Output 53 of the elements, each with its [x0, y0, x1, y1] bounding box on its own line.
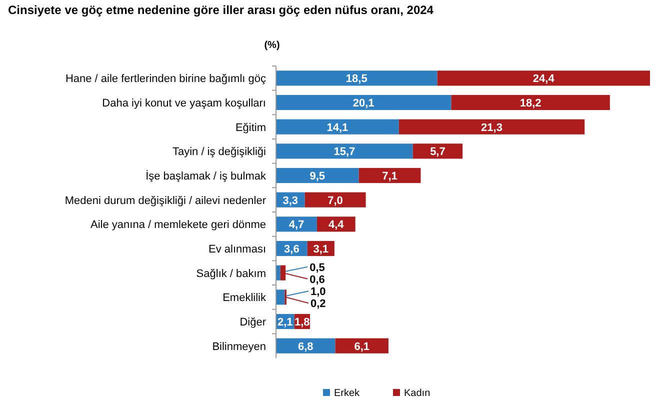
data-label: 6,8	[298, 340, 314, 353]
y-tick-label: Eğitim	[235, 122, 266, 134]
y-tick-label: Ev alınması	[208, 244, 266, 256]
data-label: 6,1	[354, 340, 370, 353]
bar	[276, 144, 413, 159]
data-label: 4,4	[328, 219, 345, 232]
y-tick-label: Medeni durum değişikliği / ailevi nedenler	[64, 194, 266, 207]
y-tick-label: Hane / aile fertlerinden birine bağımlı göç	[65, 73, 266, 86]
y-tick-label: Sağlık / bakım	[196, 268, 266, 280]
text: (%)	[264, 40, 280, 51]
bar	[451, 94, 610, 110]
y-tick-label: Emeklilik	[222, 292, 266, 304]
bar	[335, 338, 388, 354]
data-label: 0,2	[310, 298, 326, 310]
data-label: 9,5	[310, 170, 326, 182]
bar	[398, 119, 585, 134]
legend-label: Kadın	[404, 388, 430, 399]
data-label: 2,1	[278, 316, 293, 328]
bar	[276, 70, 438, 86]
data-label: 0,5	[310, 262, 325, 274]
bar	[276, 168, 359, 184]
bar	[276, 338, 336, 354]
chart-title: Cinsiyete ve göç etme nedenine göre iller arası göç eden nüfus oranı, 2024	[8, 3, 434, 17]
bar	[276, 94, 452, 110]
data-label: 5,7	[430, 146, 446, 158]
y-tick-label: İşe başlamak / iş bulmak	[146, 170, 266, 182]
legend-label: Erkek	[334, 388, 361, 399]
data-label: 14,1	[326, 122, 348, 134]
data-label: 18,5	[346, 73, 368, 86]
y-tick-label: Diğer	[240, 316, 266, 328]
y-tick-label: Bilinmeyen	[212, 340, 266, 353]
data-label: 3,3	[282, 194, 298, 207]
data-label: 18,2	[520, 98, 542, 110]
data-label: 1,0	[310, 286, 326, 298]
data-label: 7,0	[328, 194, 343, 207]
bar	[412, 144, 463, 159]
data-label: 15,7	[334, 146, 356, 158]
bar	[358, 168, 421, 184]
y-tick-label: Daha iyi konut ve yaşam koşulları	[102, 98, 266, 110]
data-label: 7,1	[382, 170, 398, 182]
data-label: 20,1	[352, 98, 374, 110]
data-label: 24,4	[532, 73, 556, 86]
data-label: 0,6	[310, 274, 325, 286]
bar	[304, 192, 366, 208]
bar	[437, 70, 650, 86]
data-label: 3,1	[313, 244, 329, 256]
data-label: 3,6	[284, 244, 300, 256]
y-tick-label: Aile yanına / memlekete geri dönme	[90, 219, 266, 232]
data-label: 1,8	[294, 316, 310, 328]
y-tick-label: Tayin / iş değişikliği	[172, 146, 266, 158]
data-label: 4,7	[288, 219, 304, 232]
data-label: 21,3	[481, 122, 502, 134]
bar	[276, 119, 399, 134]
